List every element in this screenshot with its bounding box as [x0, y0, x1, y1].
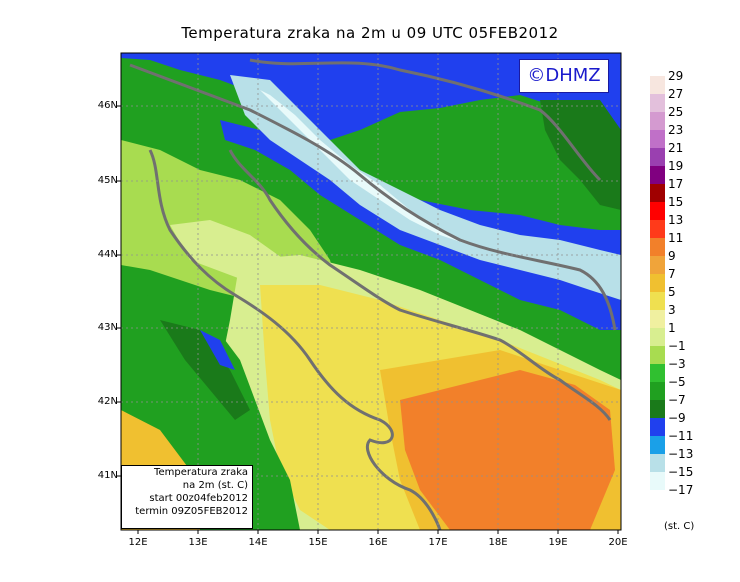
dhmz-watermark: ©DHMZ [519, 59, 609, 93]
colorbar [650, 76, 665, 508]
border-north [249, 58, 602, 182]
lat-label: 45N [97, 175, 118, 186]
colorbar-label: 3 [668, 303, 676, 317]
colorbar-label: 21 [668, 141, 684, 155]
axis-ticks [117, 105, 619, 534]
colorbar-label: 7 [668, 267, 676, 281]
legend-box: Temperatura zraka na 2m (st. C) start 00… [121, 465, 253, 529]
coastline-croatia [228, 149, 612, 421]
coastline-italy [148, 149, 442, 530]
colorbar-label: 5 [668, 285, 676, 299]
lon-label: 19E [548, 537, 568, 548]
map-title: Temperatura zraka na 2m u 09 UTC 05FEB20… [181, 24, 559, 42]
lat-label: 41N [97, 470, 118, 481]
colorbar-label: 9 [668, 249, 676, 263]
lat-label: 46N [97, 100, 118, 111]
colorbar-label: 25 [668, 105, 684, 119]
colorbar-label: −13 [668, 447, 694, 461]
lon-label: 20E [608, 537, 628, 548]
lon-label: 14E [248, 537, 268, 548]
field-warm-southeast [400, 370, 615, 530]
lon-label: 12E [128, 537, 148, 548]
border-inland [129, 63, 617, 331]
lon-label: 16E [368, 537, 388, 548]
colorbar-label: −17 [668, 483, 694, 497]
legend-line-4: termin 09Z05FEB2012 [135, 506, 248, 517]
colorbar-label: −1 [668, 339, 686, 353]
colorbar-unit: (st. C) [664, 521, 695, 532]
field-italy-dark [160, 320, 250, 420]
colorbar-label: −11 [668, 429, 694, 443]
colorbar-label: −5 [668, 375, 686, 389]
lon-label: 15E [308, 537, 328, 548]
colorbar-label: 29 [668, 69, 684, 83]
legend-line-3: start 00z04feb2012 [149, 493, 248, 504]
colorbar-label: −7 [668, 393, 686, 407]
colorbar-label: −15 [668, 465, 694, 479]
colorbar-label: 15 [668, 195, 684, 209]
colorbar-label: −3 [668, 357, 686, 371]
map-frame [120, 52, 622, 531]
colorbar-label: 19 [668, 159, 684, 173]
colorbar-label: −9 [668, 411, 686, 425]
lat-label: 42N [97, 396, 118, 407]
lon-label: 18E [488, 537, 508, 548]
field-italy-blue [200, 330, 235, 370]
colorbar-label: 23 [668, 123, 684, 137]
field-white-band [260, 90, 470, 245]
colorbar-label: 1 [668, 321, 676, 335]
legend-line-1: Temperatura zraka [154, 467, 248, 478]
graticule [121, 53, 621, 530]
field-pale-band [230, 75, 621, 300]
lon-label: 17E [428, 537, 448, 548]
legend-line-2: na 2m (st. C) [182, 480, 248, 491]
lat-label: 44N [97, 249, 118, 260]
lon-label: 13E [188, 537, 208, 548]
lat-label: 43N [97, 322, 118, 333]
colorbar-label: 17 [668, 177, 684, 191]
colorbar-label: 11 [668, 231, 684, 245]
colorbar-label: 13 [668, 213, 684, 227]
colorbar-label: 27 [668, 87, 684, 101]
field-cold-north [121, 53, 621, 140]
